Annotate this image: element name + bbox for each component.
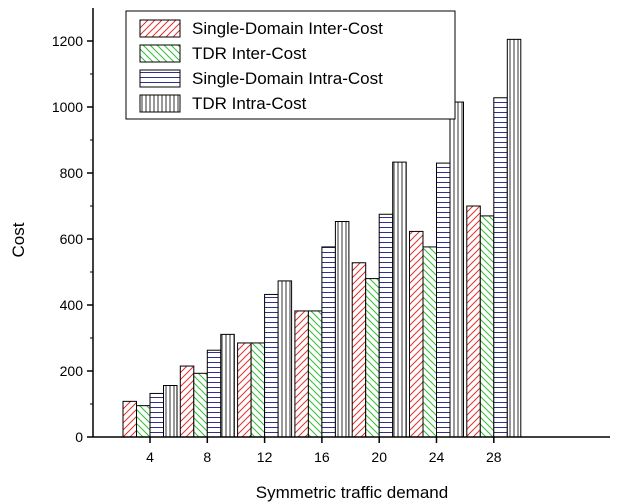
bar-tdr-intra-cost-24: [449, 101, 464, 438]
bar-single-domain-intra-cost-4: [149, 392, 164, 438]
bar-single-domain-inter-cost-20: [351, 262, 367, 438]
legend-label: Single-Domain Inter-Cost: [192, 19, 383, 38]
bar-tdr-inter-cost-8: [193, 372, 208, 438]
bar-tdr-inter-cost-28: [479, 215, 495, 438]
y-tick-label: 800: [60, 165, 84, 181]
bar-tdr-intra-cost-4: [163, 385, 178, 438]
x-tick-label: 20: [371, 449, 387, 465]
y-ticks: 0 200 400 600 800 1000 1200: [52, 33, 93, 445]
y-tick-label: 1000: [52, 99, 83, 115]
legend-label: TDR Intra-Cost: [192, 94, 307, 113]
x-tick-label: 16: [314, 449, 330, 465]
x-tick-label: 12: [257, 449, 273, 465]
x-tick-label: 4: [146, 449, 154, 465]
legend: Single-Domain Inter-Cost TDR Inter-Cost Si…: [125, 10, 456, 120]
bar-tdr-intra-cost-8: [220, 333, 235, 438]
legend-label: Single-Domain Intra-Cost: [192, 69, 383, 88]
bar-tdr-intra-cost-20: [392, 161, 407, 438]
y-tick-label: 1200: [52, 33, 83, 49]
bar-tdr-intra-cost-12: [277, 280, 293, 438]
bar-single-domain-intra-cost-16: [321, 246, 336, 438]
y-tick-label: 600: [60, 231, 84, 247]
bar-single-domain-intra-cost-8: [206, 349, 222, 438]
y-tick-label: 400: [60, 297, 84, 313]
y-tick-label: 200: [60, 363, 84, 379]
x-tick-label: 28: [486, 449, 502, 465]
x-ticks: 4 8 12 16 20 24 28: [146, 437, 502, 465]
bar-single-domain-inter-cost-8: [179, 365, 195, 438]
bar-tdr-intra-cost-28: [506, 38, 522, 438]
legend-label: TDR Inter-Cost: [192, 44, 307, 63]
bar-tdr-intra-cost-16: [334, 221, 350, 438]
bars-group: [122, 38, 522, 438]
bar-tdr-inter-cost-4: [136, 405, 151, 438]
y-axis-title: Cost: [9, 222, 28, 257]
bar-single-domain-inter-cost-4: [122, 400, 137, 438]
bar-single-domain-inter-cost-28: [466, 205, 481, 438]
bar-tdr-inter-cost-20: [365, 278, 380, 438]
x-axis-title: Symmetric traffic demand: [256, 483, 448, 502]
x-tick-label: 24: [429, 449, 445, 465]
legend-swatch: [139, 44, 181, 63]
y-tick-label: 0: [75, 429, 83, 445]
bar-single-domain-intra-cost-12: [264, 293, 279, 438]
bar-tdr-inter-cost-16: [307, 310, 323, 438]
axes: [92, 8, 610, 438]
legend-swatch: [139, 19, 181, 38]
bar-single-domain-intra-cost-28: [493, 97, 508, 438]
legend-swatch: [139, 94, 181, 113]
legend-swatch: [139, 69, 181, 88]
legend-box: [125, 10, 456, 120]
bar-single-domain-intra-cost-20: [378, 213, 394, 438]
bar-single-domain-inter-cost-16: [294, 310, 309, 438]
bar-tdr-inter-cost-12: [250, 342, 266, 438]
x-tick-label: 8: [203, 449, 211, 465]
bar-tdr-inter-cost-24: [422, 246, 437, 438]
bar-single-domain-inter-cost-12: [237, 342, 252, 438]
bar-single-domain-inter-cost-24: [409, 230, 424, 438]
bar-single-domain-intra-cost-24: [436, 162, 451, 438]
